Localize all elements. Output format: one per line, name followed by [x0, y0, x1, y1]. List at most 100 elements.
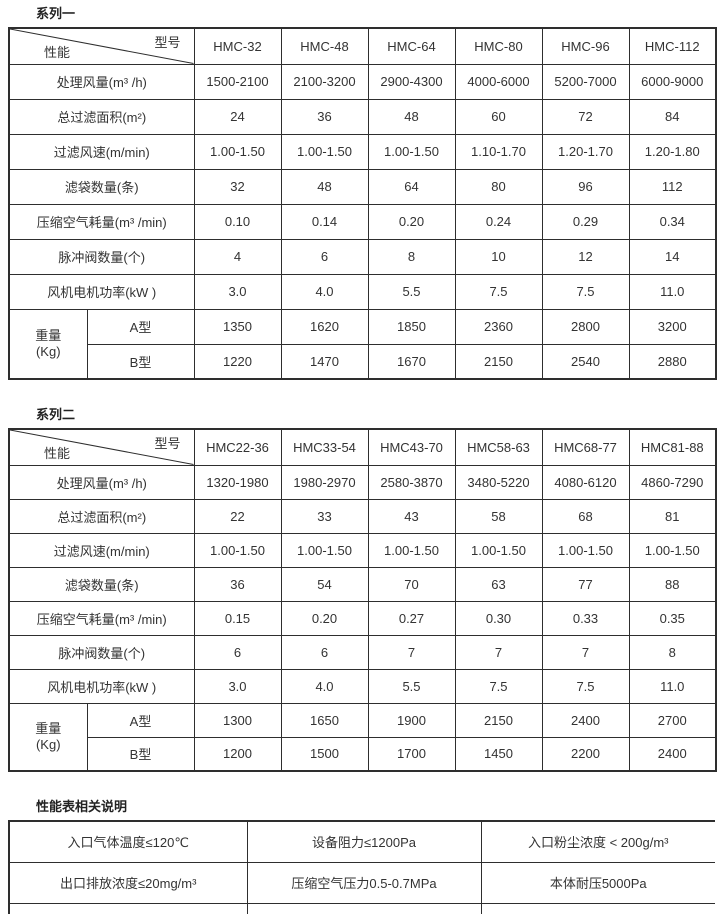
- spec-value: 10: [454, 238, 543, 275]
- spec-value: 5.5: [367, 273, 456, 310]
- series2-section: 系列二 型号 性能 HMC22-36 HMC33-54 HMC43-70 HMC58-63…: [8, 406, 717, 772]
- row-label: 过滤风速(m/min): [8, 133, 195, 170]
- model-column-header: HMC68-77: [541, 428, 630, 466]
- row-label: 处理风量(m³ /h): [8, 464, 195, 500]
- spec-value: 4: [193, 238, 282, 275]
- spec-row: 脉冲阀数量(个) 4 6 8 10 12 14: [8, 238, 717, 275]
- row-label: 滤袋数量(条): [8, 168, 195, 205]
- note-value: 本体耐压5000Pa: [480, 861, 715, 904]
- spec-value: 64: [367, 168, 456, 205]
- weight-value: 1670: [367, 343, 456, 380]
- weight-value: 1500: [280, 736, 369, 772]
- spec-value: 0.20: [367, 203, 456, 240]
- spec-value: 1.00-1.50: [193, 532, 282, 568]
- spec-value: 33: [280, 498, 369, 534]
- spec-row: 过滤风速(m/min) 1.00-1.50 1.00-1.50 1.00-1.50 1.…: [8, 133, 717, 170]
- row-label: 脉冲阀数量(个): [8, 238, 195, 275]
- series2-title: 系列二: [36, 407, 76, 422]
- spec-value: 43: [367, 498, 456, 534]
- weight-value: 2880: [628, 343, 717, 380]
- weight-value: 1350: [193, 308, 282, 345]
- spec-value: 58: [454, 498, 543, 534]
- series1-title: 系列一: [36, 6, 76, 21]
- weight-type-label: B型: [86, 343, 195, 380]
- weight-row: 重量 (Kg) A型 1300 1650 1900 2150 2400 2700: [8, 702, 717, 772]
- weight-value: 2400: [541, 702, 630, 738]
- spec-value: 0.20: [280, 600, 369, 636]
- row-label: 滤袋数量(条): [8, 566, 195, 602]
- spec-value: 70: [367, 566, 456, 602]
- spec-value: 0.34: [628, 203, 717, 240]
- spec-value: 2100-3200: [280, 63, 369, 100]
- model-column-header: HMC43-70: [367, 428, 456, 466]
- weight-value: 2200: [541, 736, 630, 772]
- notes-table-clip: 入口气体温度≤120℃ 设备阻力≤1200Pa 入口粉尘浓度 < 200g/m³ 出口…: [8, 820, 715, 914]
- spec-row: 处理风量(m³ /h) 1320-1980 1980-2970 2580-3870 34…: [8, 464, 717, 500]
- row-label: 压缩空气耗量(m³ /min): [8, 203, 195, 240]
- series1-section: 系列一 型号 性能 HMC-32 HMC-48 HMC-64 HMC-80 HMC-96 HM…: [8, 5, 717, 380]
- spec-value: 7.5: [454, 273, 543, 310]
- spec-row: 总过滤面积(m²) 24 36 48 60 72 84: [8, 98, 717, 135]
- spec-value: 1980-2970: [280, 464, 369, 500]
- model-header-row: 型号 性能 HMC-32 HMC-48 HMC-64 HMC-80 HMC-96 HMC-11…: [8, 27, 717, 65]
- spec-value: 1.00-1.50: [367, 532, 456, 568]
- spec-value: 14: [628, 238, 717, 275]
- spec-value: 48: [280, 168, 369, 205]
- spec-value: 77: [541, 566, 630, 602]
- spec-value: 32: [193, 168, 282, 205]
- spec-row: 过滤风速(m/min) 1.00-1.50 1.00-1.50 1.00-1.50 1.…: [8, 532, 717, 568]
- model-header-row: 型号 性能 HMC22-36 HMC33-54 HMC43-70 HMC58-63 HMC6…: [8, 428, 717, 466]
- weight-value: 2700: [628, 702, 717, 738]
- spec-value: 63: [454, 566, 543, 602]
- spec-value: 4080-6120: [541, 464, 630, 500]
- row-label: 压缩空气耗量(m³ /min): [8, 600, 195, 636]
- note-value: 出口排放浓度≤20mg/m³: [8, 861, 248, 904]
- spec-row: 脉冲阀数量(个) 6 6 7 7 7 8: [8, 634, 717, 670]
- spec-value: 72: [541, 98, 630, 135]
- spec-value: 0.29: [541, 203, 630, 240]
- weight-type-label: B型: [86, 736, 195, 772]
- notes-row: 出口排放浓度≤20mg/m³ 压缩空气压力0.5-0.7MPa 本体耐压5000Pa: [8, 861, 715, 904]
- spec-value: 5.5: [367, 668, 456, 704]
- weight-value: 1470: [280, 343, 369, 380]
- spec-value: 0.33: [541, 600, 630, 636]
- weight-value: 1620: [280, 308, 369, 345]
- weight-label: 重量 (Kg): [8, 308, 88, 380]
- weight-value: 2150: [454, 343, 543, 380]
- model-column-header: HMC-80: [454, 27, 543, 65]
- weight-type-label: A型: [86, 308, 195, 345]
- spec-value: 1.00-1.50: [280, 532, 369, 568]
- note-value: 压缩空气压力0.5-0.7MPa: [246, 861, 482, 904]
- spec-value: 1.00-1.50: [367, 133, 456, 170]
- spec-value: 4860-7290: [628, 464, 717, 500]
- row-label: 风机电机功率(kW ): [8, 273, 195, 310]
- spec-value: 36: [280, 98, 369, 135]
- spec-value: 7: [454, 634, 543, 670]
- weight-label-line1: 重量: [35, 720, 62, 736]
- spec-value: 60: [454, 98, 543, 135]
- spec-value: 3480-5220: [454, 464, 543, 500]
- spec-value: 36: [193, 566, 282, 602]
- corner-cell: 型号 性能: [8, 27, 195, 65]
- note-value: 入口粉尘浓度 < 200g/m³: [480, 820, 715, 863]
- weight-value: 2360: [454, 308, 543, 345]
- spec-value: 3.0: [193, 273, 282, 310]
- spec-value: 0.14: [280, 203, 369, 240]
- model-column-header: HMC-64: [367, 27, 456, 65]
- spec-value: 8: [628, 634, 717, 670]
- weight-value: 1850: [367, 308, 456, 345]
- spec-value: 7.5: [454, 668, 543, 704]
- spec-value: 6: [280, 238, 369, 275]
- spec-value: 3.0: [193, 668, 282, 704]
- spec-value: 1.00-1.50: [628, 532, 717, 568]
- spec-value: 7: [367, 634, 456, 670]
- note-value: 设备阻力≤1200Pa: [246, 820, 482, 863]
- weight-value: 2150: [454, 702, 543, 738]
- weight-value: 1300: [193, 702, 282, 738]
- spec-value: 6: [193, 634, 282, 670]
- spec-row: 风机电机功率(kW ) 3.0 4.0 5.5 7.5 7.5 11.0: [8, 273, 717, 310]
- spec-value: 5200-7000: [541, 63, 630, 100]
- spec-value: 1320-1980: [193, 464, 282, 500]
- model-column-header: HMC33-54: [280, 428, 369, 466]
